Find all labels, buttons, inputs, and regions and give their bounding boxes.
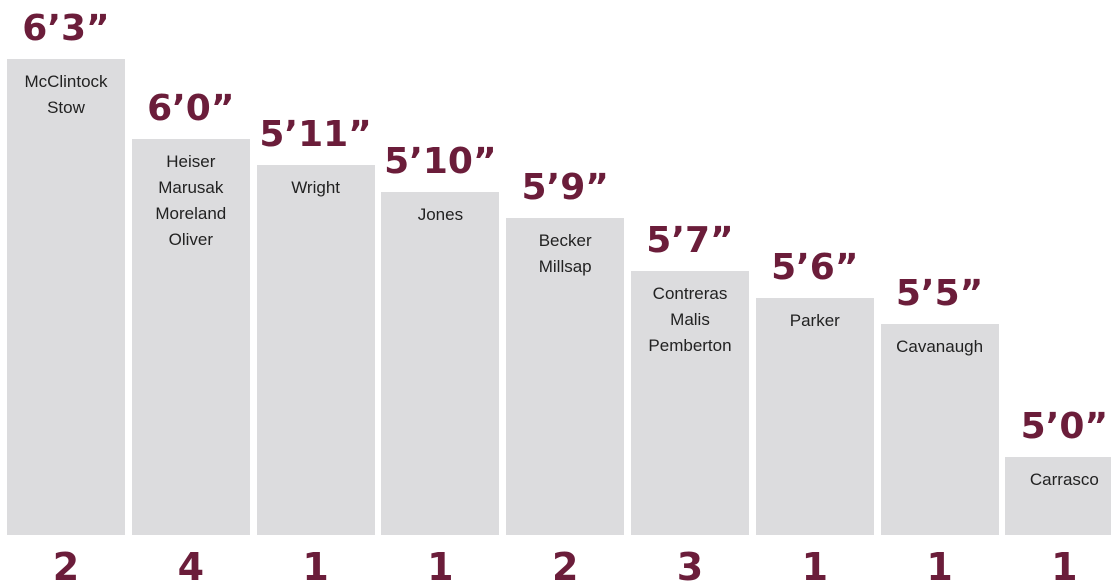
name-list: Jones [381, 202, 499, 228]
count-label: 1 [302, 545, 329, 588]
bar [256, 165, 375, 535]
bar [131, 138, 250, 535]
bar [7, 59, 125, 535]
count-label: 1 [801, 545, 829, 588]
name-list: Cavanaugh [881, 334, 999, 360]
name-list: Parker [756, 308, 874, 334]
player-name: McClintock [24, 72, 108, 91]
player-name: Malis [670, 310, 710, 329]
player-name: Stow [47, 98, 85, 117]
player-name: Jones [417, 204, 464, 224]
height-label: 5’5” [895, 273, 984, 314]
player-name: Parker [789, 310, 840, 330]
player-name: Becker [538, 231, 592, 250]
player-name: Contreras [652, 284, 728, 303]
name-list: Heiser Marusak Moreland Oliver [132, 149, 250, 253]
player-name: Carrasco [1029, 469, 1099, 489]
count-label: 1 [1051, 545, 1078, 588]
bar [631, 271, 749, 535]
player-name: Wright [291, 178, 340, 197]
player-name: Heiser [166, 151, 216, 171]
count-label: 2 [52, 545, 80, 588]
player-name: Moreland [155, 203, 227, 223]
bar [880, 324, 999, 535]
bar [506, 218, 625, 535]
name-list: Carrasco [1005, 467, 1111, 493]
count-label: 1 [926, 545, 953, 588]
height-label: 5’0” [1020, 405, 1109, 447]
name-list: Wright [257, 175, 375, 201]
name-list: Contreras Malis Pemberton [631, 281, 749, 359]
count-label: 3 [676, 545, 704, 588]
name-list: Becker Millsap [506, 228, 624, 280]
height-label: 5’11” [259, 114, 372, 155]
player-name: Oliver [168, 229, 213, 249]
height-label: 5’10” [384, 140, 497, 182]
player-name: Millsap [538, 257, 592, 276]
height-label: 5’7” [646, 220, 734, 261]
count-label: 1 [427, 545, 454, 588]
player-name: Pemberton [648, 336, 732, 355]
count-label: 4 [177, 545, 205, 588]
bar [381, 191, 500, 535]
height-label: 5’6” [771, 246, 859, 288]
bar [1005, 456, 1111, 535]
player-name: Cavanaugh [896, 337, 984, 356]
height-label: 5’9” [521, 167, 609, 208]
player-name: Marusak [158, 177, 224, 197]
bar [755, 297, 874, 535]
count-label: 2 [551, 545, 579, 588]
name-list: McClintock Stow [7, 69, 125, 121]
height-label: 6’3” [22, 8, 110, 49]
height-label: 6’0” [147, 87, 235, 129]
